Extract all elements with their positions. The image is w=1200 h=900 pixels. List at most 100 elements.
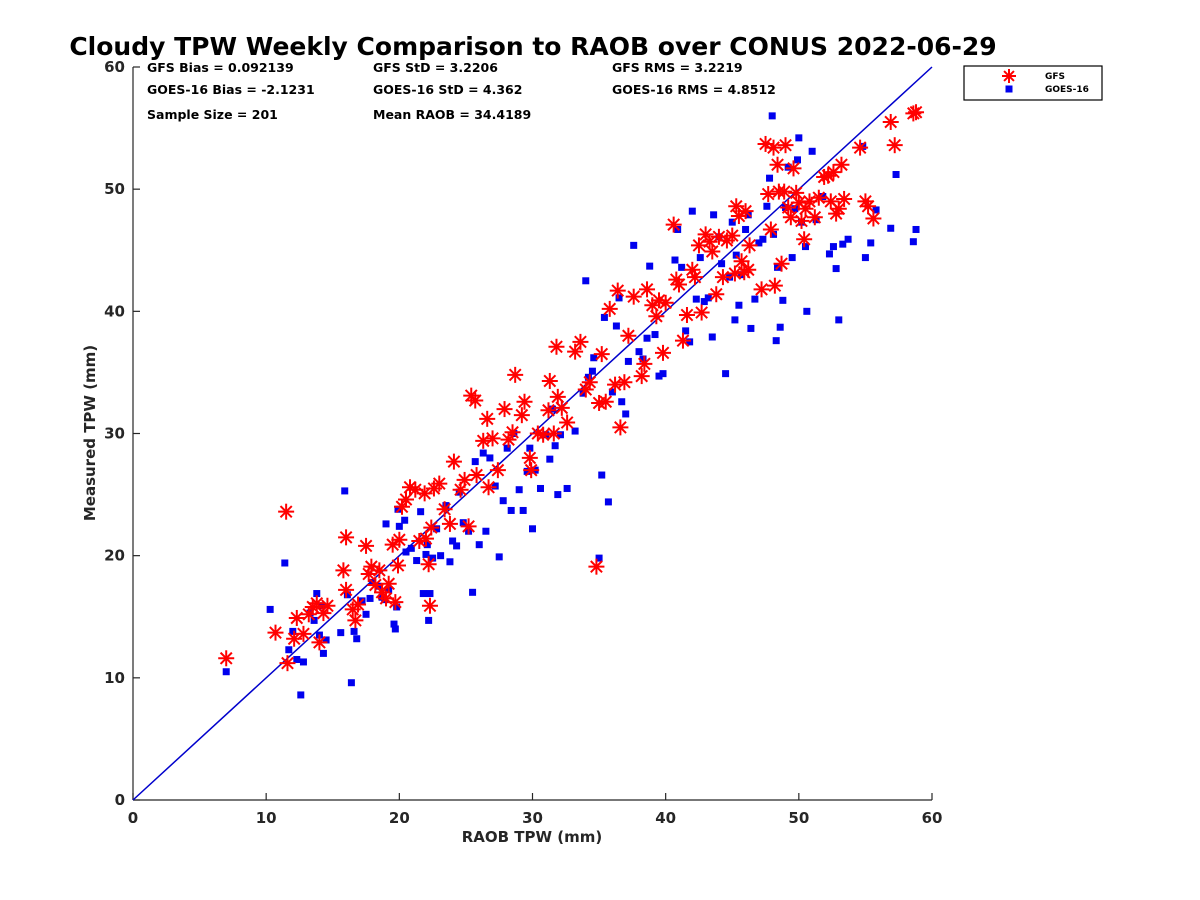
goes-16-point bbox=[407, 544, 415, 552]
legend: GFS GOES-16 bbox=[963, 65, 1103, 101]
goes-16-point bbox=[529, 525, 536, 533]
x-tick-label: 40 bbox=[655, 809, 676, 827]
goes-16-point bbox=[310, 616, 318, 624]
gfs-point bbox=[670, 276, 687, 293]
gfs-point bbox=[540, 402, 557, 419]
gfs-point bbox=[714, 269, 731, 286]
gfs-point bbox=[384, 536, 401, 553]
x-tick-label: 60 bbox=[922, 809, 943, 827]
gfs-point bbox=[905, 105, 922, 122]
gfs-point bbox=[636, 355, 653, 372]
gfs-point bbox=[387, 594, 404, 611]
stat-mean-raob: Mean RAOB = 34.4189 bbox=[373, 107, 531, 122]
gfs-point bbox=[674, 332, 691, 349]
gfs-point bbox=[391, 531, 408, 548]
goes-16-point bbox=[803, 307, 811, 315]
goes-16-point bbox=[700, 298, 708, 306]
gfs-point bbox=[441, 515, 458, 532]
goes-16-point bbox=[503, 444, 511, 452]
gfs-point bbox=[857, 193, 874, 210]
goes-16-point bbox=[731, 316, 739, 324]
goes-16-point bbox=[682, 327, 690, 335]
gfs-point bbox=[516, 393, 533, 410]
gfs-point bbox=[908, 104, 925, 121]
gfs-point bbox=[773, 255, 790, 272]
goes-16-point bbox=[624, 357, 632, 365]
goes-16-point bbox=[832, 265, 840, 273]
goes-16-point bbox=[776, 323, 784, 331]
gfs-point bbox=[308, 595, 325, 612]
goes-16-point bbox=[655, 372, 663, 380]
gfs-point bbox=[548, 338, 565, 355]
gfs-point bbox=[311, 634, 328, 651]
goes-16-point bbox=[390, 620, 398, 628]
goes-16-point bbox=[507, 506, 515, 514]
goes-16-point bbox=[322, 636, 330, 644]
goes-16-point bbox=[892, 171, 900, 179]
stats-block: GFS Bias = 0.092139 GFS StD = 3.2206 GFS… bbox=[147, 60, 776, 122]
goes-16-point bbox=[688, 207, 696, 215]
gfs-point bbox=[665, 216, 682, 233]
gfs-point bbox=[810, 189, 827, 206]
gfs-point bbox=[601, 300, 618, 317]
gfs-point bbox=[769, 156, 786, 173]
goes-16-point bbox=[710, 211, 718, 219]
gfs-point bbox=[581, 374, 598, 391]
goes-16-point bbox=[491, 482, 499, 490]
goes-16-point bbox=[475, 541, 483, 549]
gfs-point bbox=[338, 581, 355, 598]
gfs-point bbox=[686, 269, 703, 286]
stat-goes-bias: GOES-16 Bias = -2.1231 bbox=[147, 82, 315, 97]
gfs-point bbox=[513, 407, 530, 424]
gfs-point bbox=[678, 306, 695, 323]
gfs-point bbox=[648, 308, 665, 325]
goes-16-point bbox=[417, 508, 425, 516]
goes-16-point bbox=[722, 370, 730, 378]
goes-16-point bbox=[643, 334, 651, 342]
gfs-point bbox=[335, 562, 352, 579]
goes-16-point bbox=[319, 649, 327, 657]
gfs-point bbox=[796, 231, 813, 248]
goes-16-point bbox=[426, 590, 434, 598]
gfs-point bbox=[295, 625, 312, 642]
gfs-point bbox=[436, 501, 453, 518]
goes-16-point bbox=[696, 254, 704, 262]
gfs-point bbox=[612, 419, 629, 436]
stat-sample-size: Sample Size = 201 bbox=[147, 107, 278, 122]
legend-marker-goes-16 bbox=[1005, 85, 1013, 93]
gfs-point bbox=[588, 558, 605, 575]
x-tick-label: 0 bbox=[128, 809, 138, 827]
gfs-point bbox=[766, 277, 783, 294]
goes-16-point bbox=[393, 603, 401, 611]
goes-16-point bbox=[281, 559, 289, 567]
goes-16-point bbox=[678, 263, 686, 271]
gfs-point bbox=[468, 467, 485, 484]
goes-16-point bbox=[704, 294, 712, 302]
gfs-point bbox=[616, 374, 633, 391]
y-tick-label: 50 bbox=[104, 180, 125, 198]
goes-16-point bbox=[382, 520, 390, 528]
goes-16-point bbox=[608, 388, 616, 396]
gfs-point bbox=[319, 597, 336, 614]
gfs-point bbox=[371, 562, 388, 579]
gfs-point bbox=[421, 597, 438, 614]
goes-16-point bbox=[612, 322, 620, 330]
goes-16-point bbox=[801, 243, 809, 251]
goes-16-point bbox=[742, 225, 750, 233]
goes-16-point bbox=[867, 239, 875, 247]
gfs-point bbox=[708, 286, 725, 303]
goes-16-point bbox=[293, 656, 301, 664]
goes-16-point bbox=[433, 525, 441, 533]
goes-16-point bbox=[600, 313, 608, 321]
gfs-point bbox=[639, 281, 656, 298]
gfs-point bbox=[390, 557, 407, 574]
gfs-point bbox=[431, 475, 448, 492]
goes-16-point bbox=[519, 506, 527, 514]
gfs-point bbox=[765, 139, 782, 156]
legend-box bbox=[963, 65, 1103, 101]
goes-16-point bbox=[523, 467, 531, 475]
stat-gfs-bias: GFS Bias = 0.092139 bbox=[147, 60, 294, 75]
goes-16-point bbox=[482, 527, 490, 535]
gfs-point bbox=[633, 368, 650, 385]
goes-16-point bbox=[732, 251, 740, 259]
